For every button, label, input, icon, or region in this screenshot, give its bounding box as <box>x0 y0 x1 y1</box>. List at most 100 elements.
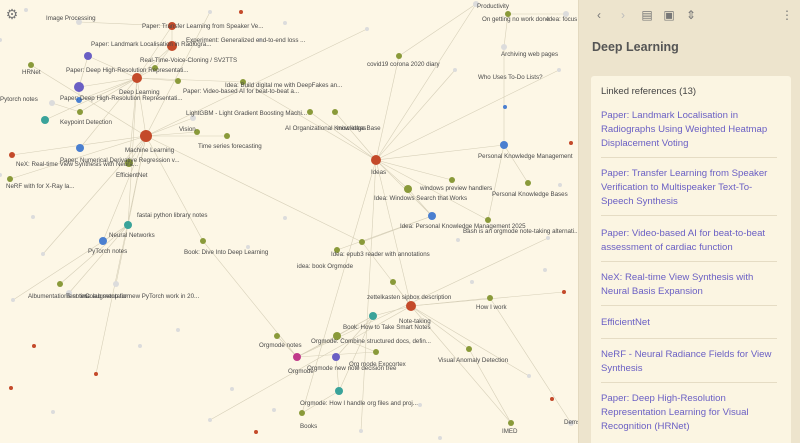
graph-node[interactable] <box>176 328 180 332</box>
graph-node[interactable] <box>396 53 402 59</box>
graph-node[interactable] <box>453 68 457 72</box>
graph-node[interactable] <box>230 387 234 391</box>
graph-node[interactable] <box>503 105 507 109</box>
graph-node[interactable] <box>487 295 493 301</box>
graph-node[interactable] <box>359 429 363 433</box>
graph-node[interactable] <box>406 301 416 311</box>
graph-node[interactable] <box>568 420 574 426</box>
graph-node[interactable] <box>7 176 13 182</box>
graph-node[interactable] <box>466 346 472 352</box>
chevron-left-icon[interactable]: ‹ <box>597 8 601 22</box>
graph-node[interactable] <box>9 386 13 390</box>
graph-node[interactable] <box>563 11 569 17</box>
graph-node[interactable] <box>77 109 83 115</box>
graph-node[interactable] <box>485 217 491 223</box>
graph-node[interactable] <box>94 372 98 376</box>
graph-node[interactable] <box>152 65 158 71</box>
graph-node[interactable] <box>99 237 107 245</box>
graph-node[interactable] <box>208 418 212 422</box>
graph-node[interactable] <box>28 62 34 68</box>
graph-node[interactable] <box>41 116 49 124</box>
chevron-right-icon[interactable]: › <box>621 8 625 22</box>
graph-node[interactable] <box>51 410 55 414</box>
graph-node[interactable] <box>438 436 442 440</box>
graph-node[interactable] <box>0 173 2 177</box>
graph-node[interactable] <box>390 279 396 285</box>
graph-node[interactable] <box>194 129 200 135</box>
graph-node[interactable] <box>501 44 507 50</box>
graph-node[interactable] <box>283 21 287 25</box>
graph-node[interactable] <box>76 97 82 103</box>
graph-node[interactable] <box>200 238 206 244</box>
graph-node[interactable] <box>449 177 455 183</box>
graph-node[interactable] <box>428 212 436 220</box>
graph-node[interactable] <box>508 420 514 426</box>
reference-link[interactable]: NeX: Real-time View Synthesis with Neura… <box>601 272 754 297</box>
more-vertical-icon[interactable]: ⋮ <box>781 8 793 22</box>
document-icon[interactable]: ▣ <box>663 8 675 22</box>
gear-icon[interactable]: ⚙ <box>5 6 19 22</box>
graph-node[interactable] <box>569 141 573 145</box>
filter-icon[interactable]: ⇕ <box>685 8 697 22</box>
graph-node[interactable] <box>239 10 243 14</box>
graph-node[interactable] <box>76 144 84 152</box>
graph-node[interactable] <box>32 344 36 348</box>
graph-node[interactable] <box>369 312 377 320</box>
reference-link[interactable]: Paper: Landmark Localisation in Radiogra… <box>601 110 768 149</box>
reference-link[interactable]: EfficientNet <box>601 317 650 328</box>
graph-node[interactable] <box>550 397 554 401</box>
reference-link[interactable]: Paper: Deep High-Resolution Representati… <box>601 393 749 432</box>
graph-node[interactable] <box>335 387 343 395</box>
graph-node[interactable] <box>57 281 63 287</box>
graph-node[interactable] <box>74 82 84 92</box>
graph-node[interactable] <box>371 155 381 165</box>
graph-node[interactable] <box>274 333 280 339</box>
graph-node[interactable] <box>359 239 365 245</box>
graph-node[interactable] <box>76 19 82 25</box>
reference-link[interactable]: NeRF - Neural Radiance Fields for View S… <box>601 349 772 374</box>
graph-node[interactable] <box>525 180 531 186</box>
graph-node[interactable] <box>332 109 338 115</box>
graph-node[interactable] <box>167 41 177 51</box>
graph-node[interactable] <box>246 245 250 249</box>
graph-node[interactable] <box>124 221 132 229</box>
graph-node[interactable] <box>240 79 246 85</box>
graph-node[interactable] <box>332 353 340 361</box>
graph-node[interactable] <box>208 10 212 14</box>
graph-node[interactable] <box>543 268 547 272</box>
graph-node[interactable] <box>49 100 55 106</box>
graph-node[interactable] <box>31 215 35 219</box>
graph-node[interactable] <box>9 152 15 158</box>
graph-node[interactable] <box>299 410 305 416</box>
graph-node[interactable] <box>283 216 287 220</box>
graph-node[interactable] <box>470 280 474 284</box>
graph-node[interactable] <box>373 349 379 355</box>
graph-node[interactable] <box>0 38 2 42</box>
graph-node[interactable] <box>224 133 230 139</box>
graph-node[interactable] <box>334 247 340 253</box>
graph-node[interactable] <box>138 344 142 348</box>
graph-node[interactable] <box>546 236 550 240</box>
graph-node[interactable] <box>132 73 142 83</box>
graph-node[interactable] <box>272 408 276 412</box>
graph-node[interactable] <box>11 298 15 302</box>
graph-node[interactable] <box>527 374 531 378</box>
graph-canvas[interactable]: Image Processing Paper: Transfer Learning… <box>0 0 578 443</box>
graph-node[interactable] <box>418 403 422 407</box>
graph-view[interactable]: Image Processing Paper: Transfer Learning… <box>0 0 578 443</box>
graph-nodes[interactable] <box>0 1 574 440</box>
graph-node[interactable] <box>307 109 313 115</box>
panel-icon[interactable]: ▤ <box>641 8 653 22</box>
graph-node[interactable] <box>557 68 561 72</box>
graph-node[interactable] <box>125 159 133 167</box>
reference-link[interactable]: Paper: Video-based AI for beat-to-beat a… <box>601 228 766 253</box>
graph-node[interactable] <box>24 8 28 12</box>
graph-node[interactable] <box>254 430 258 434</box>
graph-node[interactable] <box>140 130 152 142</box>
graph-node[interactable] <box>175 78 181 84</box>
graph-node[interactable] <box>404 185 412 193</box>
graph-node[interactable] <box>558 183 562 187</box>
graph-node[interactable] <box>258 38 262 42</box>
graph-node[interactable] <box>113 281 119 287</box>
graph-node[interactable] <box>333 332 341 340</box>
